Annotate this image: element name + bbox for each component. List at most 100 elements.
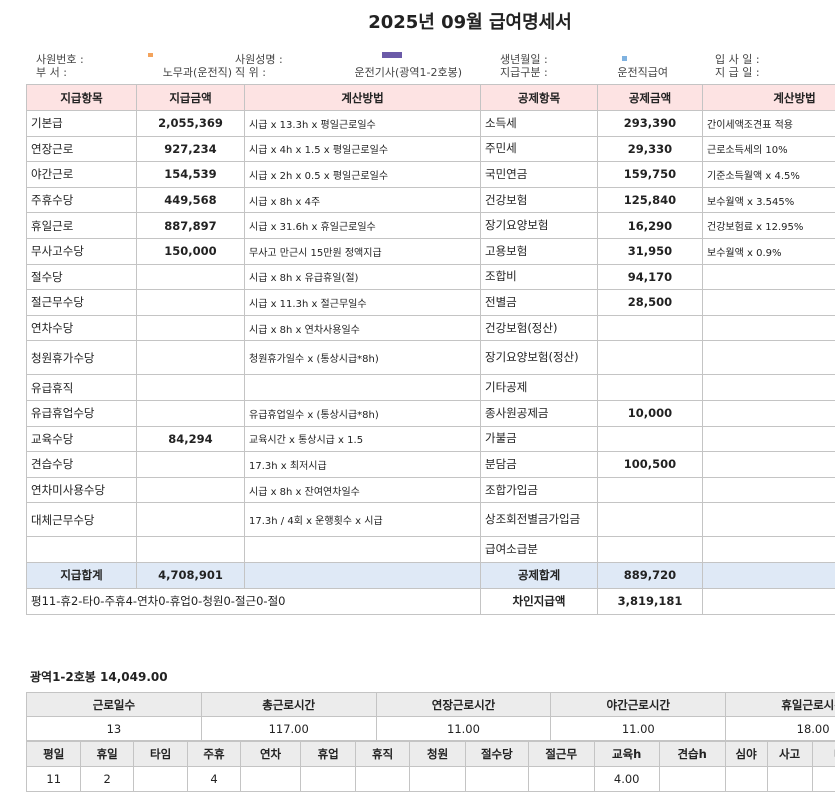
cell: 기본급 <box>26 110 137 137</box>
header-cell: 휴직 <box>354 741 411 767</box>
cell <box>409 766 466 792</box>
grade-label: 광역1-2호봉 <box>30 670 96 684</box>
cell <box>702 536 835 563</box>
cell <box>597 340 703 376</box>
header-cell: 심야 <box>724 741 768 767</box>
info-label: 사원성명 : <box>235 53 283 66</box>
info-row: 입 사 일 : <box>715 53 835 66</box>
cell <box>136 374 245 401</box>
header-cell: 청원 <box>409 741 466 767</box>
cell <box>244 374 481 401</box>
redaction <box>622 56 627 61</box>
cell <box>26 536 137 563</box>
cell: 조합가입금 <box>480 476 598 504</box>
cell <box>702 374 835 401</box>
cell: 간이세액조견표 적용 <box>702 110 835 137</box>
row: 휴일근로 887,897 시급 x 31.6h x 휴일근로일수 장기요양보험 16,2… <box>26 212 835 239</box>
info-label: 지급구분 : <box>500 66 548 79</box>
header-cell: 공제금액 <box>597 84 703 111</box>
cell <box>136 289 245 316</box>
cell: 117.00 <box>200 716 377 741</box>
row: 연차미사용수당 시급 x 8h x 잔여연차일수 조합가입금 <box>26 476 835 504</box>
cell: 연차수당 <box>26 314 137 342</box>
cell <box>136 399 245 427</box>
cell: 공제합계 <box>480 561 598 589</box>
cell: 159,750 <box>597 161 703 188</box>
cell <box>527 766 595 792</box>
cell: 기준소득월액 x 4.5% <box>702 161 835 188</box>
cell: 154,539 <box>136 161 245 188</box>
info-row: 생년월일 : <box>500 53 668 66</box>
cell: 16,290 <box>597 212 703 239</box>
cell: 소득세 <box>480 110 598 137</box>
cell: 시급 x 31.6h x 휴일근로일수 <box>244 212 481 239</box>
cell: 2 <box>80 766 134 792</box>
cell: 2,055,369 <box>136 110 245 137</box>
cell: 유급휴직 <box>26 374 137 401</box>
cell <box>244 536 481 563</box>
cell: 차인지급액 <box>480 587 598 615</box>
cell <box>300 766 356 792</box>
info-row: 직 위 : 운전기사(광역1-2호봉) <box>235 66 462 79</box>
row: 대체근무수당 17.3h / 4회 x 운행횟수 x 시급 상조회전별금가입금 <box>26 502 835 538</box>
info-row: 사원성명 : <box>235 53 462 66</box>
cell: 보수월액 x 0.9% <box>702 237 835 265</box>
hourly-wage: 14,049.00 <box>100 670 168 684</box>
totals-row: 지급합계 4,708,901 공제합계 889,720 <box>26 561 835 589</box>
cell: 시급 x 2h x 0.5 x 평일근로일수 <box>244 161 481 188</box>
cell <box>724 766 768 792</box>
cell: 11 <box>25 766 82 792</box>
cell: 주휴수당 <box>26 186 137 214</box>
cell <box>597 502 703 538</box>
row: 연차수당 시급 x 8h x 연차사용일수 건강보험(정산) <box>26 314 835 342</box>
cell: 927,234 <box>136 135 245 163</box>
header-cell: 휴일근로시간 <box>725 692 835 717</box>
row: 야간근로 154,539 시급 x 2h x 0.5 x 평일근로일수 국민연금 159… <box>26 161 835 188</box>
header-cell: 휴업 <box>300 741 356 767</box>
cell <box>597 536 703 563</box>
cell: 종사원공제금 <box>480 399 598 427</box>
info-row: 지 급 일 :2 <box>715 66 835 79</box>
header-cell: 평일 <box>25 741 82 767</box>
cell: 887,897 <box>136 212 245 239</box>
header-cell: 휴일 <box>80 741 134 767</box>
cell <box>354 766 411 792</box>
cell <box>702 476 835 504</box>
cell: 가불금 <box>480 425 598 453</box>
info-label: 사원번호 : <box>36 53 84 66</box>
cell <box>702 314 835 342</box>
cell <box>702 399 835 427</box>
header-cell: 연장근로시간 <box>375 692 552 717</box>
cell <box>132 766 189 792</box>
cell: 31,950 <box>597 237 703 265</box>
cell: 4,708,901 <box>136 561 245 589</box>
cell <box>702 561 835 589</box>
cell: 평11-휴2-타0-주휴4-연차0-휴업0-청원0-절근0-절0 <box>26 587 481 615</box>
cell: 13 <box>26 716 202 741</box>
info-value: 노무과(운전직) <box>162 66 232 79</box>
row: 절근무수당 시급 x 11.3h x 절근무일수 전별금 28,500 <box>26 289 835 316</box>
cell <box>702 587 835 615</box>
row: 기본급 2,055,369 시급 x 13.3h x 평일근로일수 소득세 293,39… <box>26 110 835 137</box>
info-row: 지급구분 : 운전직급여 <box>500 66 668 79</box>
days-table: 평일휴일타임주휴연차휴업휴직청원절수당절근무교육h견습h심야사고대체h11244… <box>25 741 835 792</box>
cell: 시급 x 8h x 잔여연차일수 <box>244 476 481 504</box>
header-cell: 계산방법 <box>702 84 835 111</box>
header-cell: 사고 <box>766 741 813 767</box>
redaction <box>148 53 153 57</box>
cell: 지급합계 <box>26 561 137 589</box>
cell: 무사고 만근시 15만원 정액지급 <box>244 237 481 265</box>
header-cell: 절근무 <box>527 741 595 767</box>
cell <box>702 263 835 291</box>
header-cell: 야간근로시간 <box>550 692 727 717</box>
header-cell: 공제항목 <box>480 84 598 111</box>
cell: 4.00 <box>593 766 660 792</box>
info-row: 사원번호 : <box>36 53 232 66</box>
hours-table: 근로일수총근로시간연장근로시간야간근로시간휴일근로시간13117.0011.00… <box>26 692 835 741</box>
cell <box>702 340 835 376</box>
row: 청원휴가수당 청원휴가일수 x (통상시급*8h) 장기요양보험(정산) <box>26 340 835 376</box>
cell <box>766 766 813 792</box>
cell: 293,390 <box>597 110 703 137</box>
cell <box>136 340 245 376</box>
